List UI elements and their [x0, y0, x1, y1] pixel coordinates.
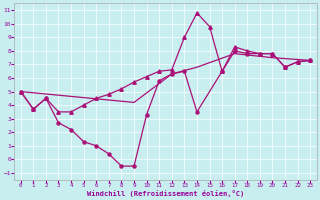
- X-axis label: Windchill (Refroidissement éolien,°C): Windchill (Refroidissement éolien,°C): [87, 190, 244, 197]
